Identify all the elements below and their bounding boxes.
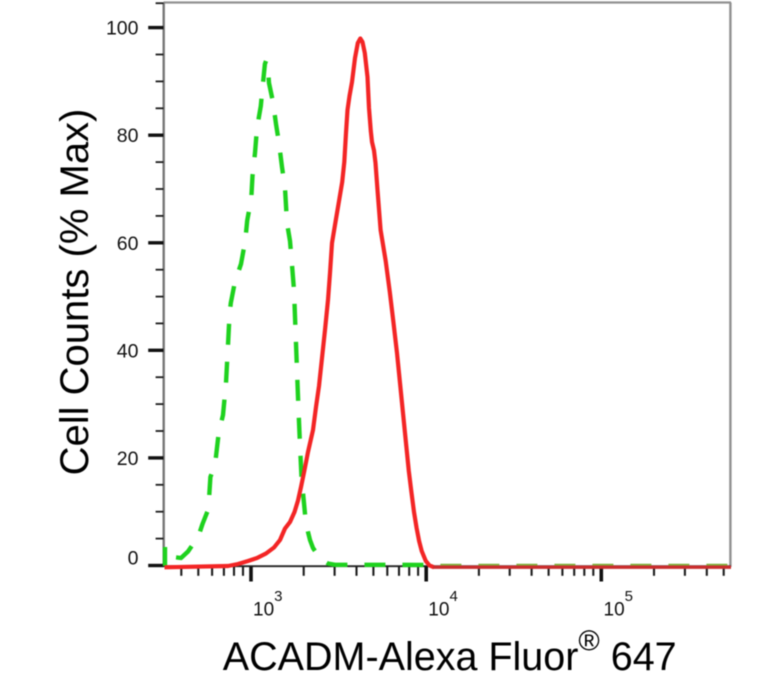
svg-text:100: 100 [106, 18, 139, 40]
svg-text:80: 80 [117, 125, 139, 147]
svg-text:60: 60 [117, 233, 139, 255]
svg-text:ACADM-Alexa Fluor® 647: ACADM-Alexa Fluor® 647 [223, 626, 677, 680]
svg-text:Cell Counts (% Max): Cell Counts (% Max) [53, 109, 97, 476]
svg-text:20: 20 [117, 448, 139, 470]
svg-text:40: 40 [117, 340, 139, 362]
svg-text:0: 0 [128, 548, 139, 570]
